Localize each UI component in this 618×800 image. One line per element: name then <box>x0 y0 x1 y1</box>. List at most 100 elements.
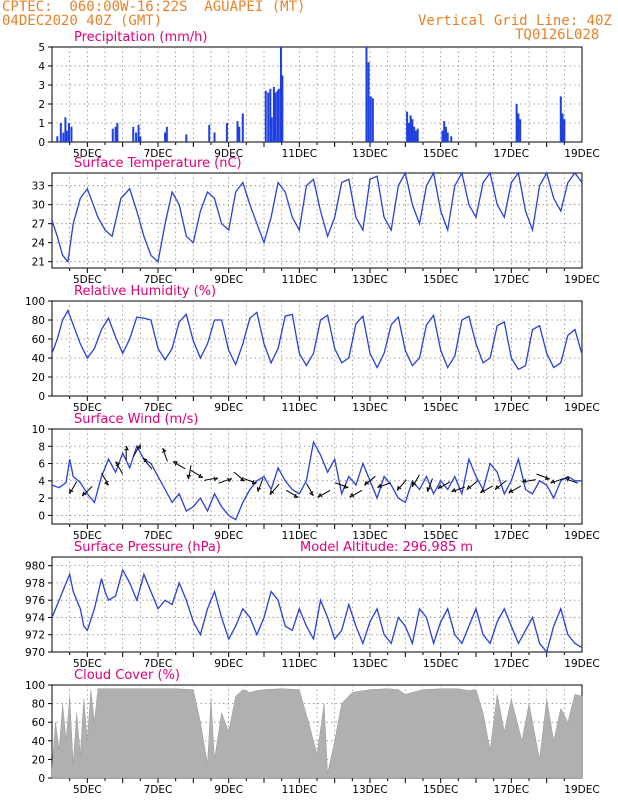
wind-arrow-shaft <box>550 477 565 484</box>
precip-bar <box>236 121 239 142</box>
x-tick-label: 7DEC <box>144 274 173 286</box>
y-tick-label: 972 <box>25 630 45 642</box>
wind-arrow-head <box>466 484 472 490</box>
wind-arrow-shaft <box>317 489 331 498</box>
y-tick-label: 40 <box>32 353 45 365</box>
y-tick-label: 10 <box>32 424 45 436</box>
precip-bar <box>371 98 374 142</box>
x-tick-label: 7DEC <box>144 402 173 414</box>
y-tick-label: 0 <box>38 391 45 403</box>
y-tick-label: 24 <box>32 238 46 250</box>
y-tick-label: 27 <box>32 219 45 231</box>
x-tick-label: 15DEC <box>423 658 458 670</box>
y-tick-label: 100 <box>25 680 45 692</box>
x-tick-label: 15DEC <box>423 784 458 796</box>
wind-arrow <box>69 481 78 495</box>
x-tick-label: 5DEC <box>73 530 102 542</box>
wind-arrow <box>437 481 451 490</box>
wind-arrow-shaft <box>377 482 391 489</box>
wind-arrow-head <box>349 492 355 498</box>
precip-bar <box>164 132 167 142</box>
wind-arrow-shaft <box>142 457 153 470</box>
wind-arrow-shaft <box>162 448 168 462</box>
y-tick-label: 4 <box>38 61 45 73</box>
wind-arrow <box>377 482 391 489</box>
precip-bar <box>116 123 119 142</box>
x-tick-label: 7DEC <box>144 148 173 160</box>
wind-arrow-shaft <box>334 482 349 489</box>
y-tick-label: 100 <box>25 296 45 308</box>
wind-arrow-head <box>309 491 314 496</box>
precip-bar <box>515 104 518 142</box>
wind-arrow-head <box>364 480 369 486</box>
y-tick-label: 2 <box>38 493 45 505</box>
x-tick-label: 13DEC <box>352 274 387 286</box>
wind-arrow-shaft <box>233 471 245 482</box>
panel-title: Surface Temperature (nC) <box>74 156 242 171</box>
wind-arrow <box>161 447 168 462</box>
precip-bar <box>111 128 114 142</box>
y-tick-label: 3 <box>38 80 45 92</box>
wind-arrow-head <box>317 492 323 498</box>
wind-arrow-shaft <box>257 478 264 492</box>
y-tick-label: 80 <box>32 699 45 711</box>
wind-arrow <box>334 482 349 489</box>
wind-arrow-head <box>550 479 556 484</box>
y-tick-label: 978 <box>25 578 45 590</box>
wind-arrow <box>451 486 466 493</box>
y-tick-label: 0 <box>38 137 45 149</box>
wind-arrow-shaft <box>522 479 536 483</box>
wind-arrow-head <box>115 461 121 467</box>
precip-bar <box>444 126 447 142</box>
panel-title: Surface Wind (m/s) <box>74 412 198 427</box>
wind-arrow <box>466 480 479 491</box>
wind-arrow-head <box>142 457 148 463</box>
precip-bar <box>185 134 188 142</box>
wind-arrow <box>285 489 299 498</box>
x-tick-label: 9DEC <box>214 530 243 542</box>
precip-bar <box>517 113 520 142</box>
wind-arrow <box>396 479 407 491</box>
wind-arrow-shaft <box>508 485 522 494</box>
x-tick-label: 9DEC <box>214 148 243 160</box>
wind-arrow <box>508 485 522 494</box>
wind-arrow-head <box>494 484 500 490</box>
precip-bar <box>241 113 244 142</box>
precip-bar <box>367 62 370 143</box>
x-tick-label: 5DEC <box>73 402 102 414</box>
wind-arrow <box>536 473 550 481</box>
wind-arrow-shaft <box>466 480 479 491</box>
x-tick-label: 17DEC <box>494 402 529 414</box>
wind-arrow-head <box>69 488 74 494</box>
wind-arrow <box>550 477 565 484</box>
y-tick-label: 30 <box>32 200 45 212</box>
x-tick-label: 17DEC <box>494 784 529 796</box>
y-tick-label: 80 <box>32 315 45 327</box>
wind-arrow-shaft <box>536 473 550 480</box>
wind-arrow <box>243 477 257 485</box>
wind-arrow <box>81 485 93 497</box>
precip-bar <box>519 119 522 142</box>
precip-bar <box>132 126 135 142</box>
precip-bar <box>416 128 419 142</box>
precip-bar <box>563 119 566 142</box>
x-tick-label: 5DEC <box>73 148 102 160</box>
x-tick-label: 9DEC <box>214 402 243 414</box>
wind-arrow <box>115 461 124 475</box>
wind-arrow-head <box>161 447 167 453</box>
precip-bar <box>70 126 73 142</box>
wind-arrow-head <box>508 488 514 494</box>
wind-arrow <box>124 445 129 461</box>
wind-arrow <box>411 474 420 488</box>
wind-arrow-head <box>173 461 178 466</box>
y-tick-label: 976 <box>25 595 45 607</box>
x-tick-label: 19DEC <box>564 784 599 796</box>
x-tick-label: 15DEC <box>423 402 458 414</box>
x-tick-label: 19DEC <box>564 274 599 286</box>
wind-arrow-head <box>124 445 129 451</box>
y-tick-label: 4 <box>38 476 45 488</box>
panel-title: Precipitation (mm/h) <box>74 30 207 45</box>
panel-title: Relative Humidity (%) <box>74 284 216 299</box>
precip-bar <box>269 88 272 142</box>
y-tick-label: 1 <box>38 118 45 130</box>
